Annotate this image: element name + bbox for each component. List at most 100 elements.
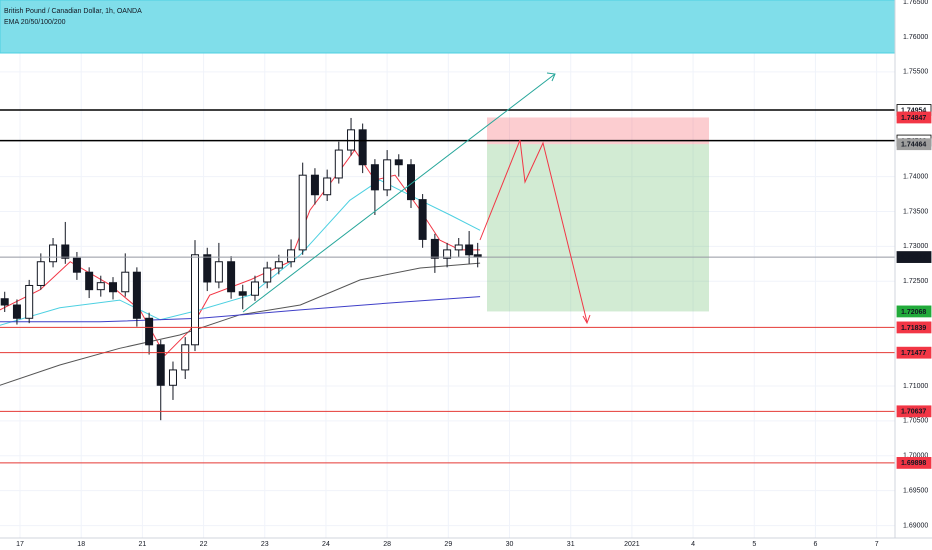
y-tick-label: 1.73500	[903, 208, 928, 215]
chart-title: British Pound / Canadian Dollar, 1h, OAN…	[4, 8, 142, 15]
candle-body	[394, 159, 403, 166]
trend-arrowhead	[546, 72, 556, 82]
candle-body	[250, 281, 259, 296]
y-tick-label: 1.76000	[903, 34, 928, 41]
candle-body	[358, 129, 367, 166]
price-tag	[896, 346, 932, 359]
candle-body	[25, 284, 34, 319]
ema-line	[0, 296, 481, 323]
axes: 17 18 21 22 23 24 28 29 30 31 2021 4 5 6 7 1.76500 1.760…	[16, 0, 932, 548]
candle-body	[383, 159, 392, 191]
y-tick-label: 1.69000	[903, 522, 928, 529]
supply-zone	[0, 0, 896, 54]
price-tag	[896, 138, 932, 151]
stop-zone	[487, 117, 709, 145]
candle-body	[227, 261, 236, 293]
candle-body	[465, 244, 474, 256]
candle-body	[263, 267, 272, 283]
projection-path	[479, 139, 588, 323]
price-tag-label: 1.71839	[901, 325, 926, 332]
y-tick-label: 1.69500	[903, 488, 928, 495]
candle-body	[0, 298, 9, 306]
candle-body	[203, 254, 212, 283]
grid	[0, 0, 895, 538]
candle-body	[72, 257, 81, 273]
candle-body	[132, 271, 141, 319]
candle-body	[287, 249, 296, 263]
candle-body	[214, 261, 223, 283]
price-tag-label: 1.69898	[901, 460, 926, 467]
candle-body	[181, 344, 190, 371]
candle-body	[109, 282, 118, 293]
x-tick-label: 6	[814, 541, 818, 548]
candle-body	[156, 344, 165, 386]
candle-body	[12, 304, 21, 319]
y-tick-label: 1.70000	[903, 453, 928, 460]
trend-line	[242, 72, 556, 313]
plot	[0, 109, 895, 464]
price-tag	[896, 456, 932, 469]
price-tag	[896, 111, 932, 124]
y-tick-label: 1.76500	[903, 0, 928, 6]
indicator-label: EMA 20/50/100/200	[4, 19, 66, 26]
x-tick-label: 18	[77, 541, 85, 548]
candle-body	[310, 174, 319, 196]
candle-body	[334, 149, 343, 179]
x-tick-label: 29	[444, 541, 452, 548]
candle-body	[407, 164, 416, 201]
x-tick-label: 21	[138, 541, 146, 548]
price-tag-label: 1.71477	[901, 350, 926, 357]
y-tick-label: 1.72500	[903, 278, 928, 285]
x-tick-label: 4	[691, 541, 695, 548]
candle-body	[443, 249, 452, 259]
y-tick-label: 1.74000	[903, 173, 928, 180]
x-tick-label: 28	[383, 541, 391, 548]
projection	[479, 139, 591, 325]
price-tag-label: 1.72847	[901, 254, 926, 261]
x-tick-label: 17	[16, 541, 24, 548]
candle-body	[454, 244, 463, 251]
candle-body	[298, 174, 307, 251]
x-tick-label: 2021	[624, 541, 640, 548]
candle-body	[61, 244, 70, 259]
y-tick-label: 1.73000	[903, 243, 928, 250]
trend-line-segment	[242, 73, 556, 313]
price-tag-label: 1.74847	[901, 115, 926, 122]
target-zone	[487, 144, 709, 312]
candle-body	[36, 261, 45, 286]
projection-arrowhead	[582, 314, 591, 325]
y-tick-label: 1.75500	[903, 69, 928, 76]
candle-body	[85, 271, 94, 291]
y-tick-label: 1.71000	[903, 383, 928, 390]
candle-body	[191, 254, 200, 346]
price-tag-label: 1.74954	[901, 107, 926, 114]
candle-body	[323, 177, 332, 196]
candle-body	[49, 244, 58, 263]
candle-body	[370, 164, 379, 191]
x-tick-label: 30	[506, 541, 514, 548]
candle-body	[274, 261, 283, 269]
candle-body	[145, 317, 154, 346]
x-tick-label: 5	[752, 541, 756, 548]
candle-body	[430, 238, 439, 259]
price-tag-label: 1.70637	[901, 409, 926, 416]
x-tick-label: 7	[875, 541, 879, 548]
x-tick-label: 31	[567, 541, 575, 548]
candle-body	[238, 291, 247, 296]
x-tick-label: 22	[200, 541, 208, 548]
y-tick-label: 1.70500	[903, 418, 928, 425]
x-tick-label: 24	[322, 541, 330, 548]
candle-body	[121, 271, 130, 293]
price-tag	[896, 251, 932, 263]
price-tag-label: 1.74464	[901, 142, 926, 149]
x-tick-label: 23	[261, 541, 269, 548]
candle-body	[418, 199, 427, 240]
candle-body	[168, 369, 177, 386]
candle-body	[96, 282, 105, 291]
price-tag	[896, 405, 932, 418]
price-tag	[896, 321, 932, 334]
price-tag-label: 1.72068	[901, 309, 926, 316]
price-tag	[896, 305, 932, 318]
